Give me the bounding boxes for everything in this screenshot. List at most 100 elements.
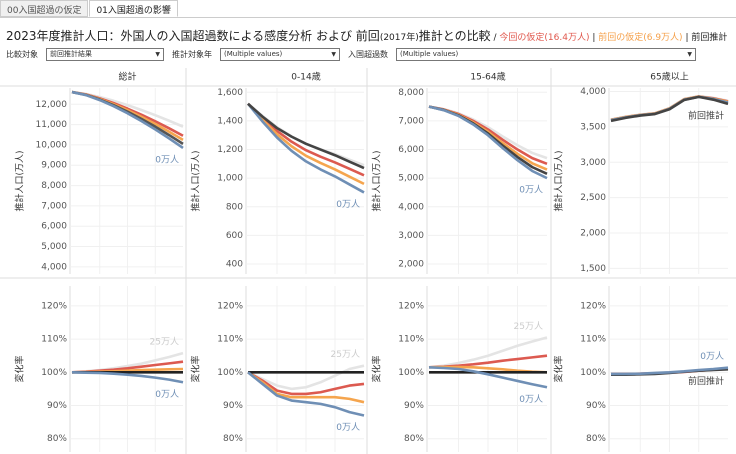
filter-dropdown[interactable]: (Multiple values) bbox=[220, 48, 340, 61]
series-annotation: 0万人 bbox=[155, 154, 179, 165]
filter-label: 入国超過数 bbox=[348, 50, 388, 59]
y-tick-label: 4,000 bbox=[41, 262, 67, 272]
y-tick-label: 110% bbox=[398, 335, 424, 345]
tab[interactable]: 01入国超過の影響 bbox=[89, 0, 178, 17]
series-line bbox=[247, 102, 365, 186]
y-tick-label: 6,000 bbox=[398, 145, 424, 155]
y-tick-label: 1,400 bbox=[217, 116, 243, 126]
title-part: 今回の仮定(16.4万人) bbox=[499, 33, 590, 43]
y-tick-label: 400 bbox=[226, 259, 243, 269]
y-tick-label: 120% bbox=[398, 301, 424, 311]
y-tick-label: 90% bbox=[47, 401, 67, 411]
dashboard-title: 2023年度推計人口：外国人の入国超過数による感度分析 および 前回(2017年… bbox=[6, 27, 727, 44]
y-tick-label: 120% bbox=[217, 301, 243, 311]
y-tick-label: 110% bbox=[580, 335, 606, 345]
y-tick-label: 5,000 bbox=[398, 174, 424, 184]
y-tick-label: 4,000 bbox=[398, 202, 424, 212]
y-axis-title: 変化率 bbox=[190, 355, 202, 382]
y-tick-label: 12,000 bbox=[36, 100, 68, 110]
series-line bbox=[428, 366, 548, 389]
y-axis-title: 推計人口(万人) bbox=[371, 150, 383, 211]
series-annotation: 25万人 bbox=[514, 321, 543, 332]
title-part: 前回推計 bbox=[691, 33, 728, 43]
panel-title: 65歳以上 bbox=[650, 71, 688, 83]
title-part: | bbox=[589, 33, 599, 43]
title-part: | bbox=[682, 33, 692, 43]
filter-label: 比較対象 bbox=[6, 50, 38, 59]
y-tick-label: 80% bbox=[223, 434, 243, 444]
y-tick-label: 2,500 bbox=[580, 193, 606, 203]
y-tick-label: 800 bbox=[226, 202, 243, 212]
series-annotation: 0万人 bbox=[519, 185, 543, 196]
y-tick-label: 80% bbox=[404, 434, 424, 444]
series-annotation: 0万人 bbox=[336, 422, 360, 433]
panel-title: 総計 bbox=[118, 71, 136, 83]
y-tick-label: 100% bbox=[41, 368, 67, 378]
series-line bbox=[247, 371, 365, 396]
y-tick-label: 1,500 bbox=[580, 264, 606, 274]
series-annotation: 0万人 bbox=[519, 394, 543, 405]
y-tick-label: 3,000 bbox=[580, 158, 606, 168]
y-tick-label: 120% bbox=[41, 301, 67, 311]
series-line bbox=[611, 366, 729, 376]
y-tick-label: 9,000 bbox=[41, 161, 67, 171]
y-tick-label: 1,200 bbox=[217, 145, 243, 155]
title-part: / bbox=[490, 33, 500, 43]
y-tick-label: 90% bbox=[404, 401, 424, 411]
y-tick-label: 11,000 bbox=[36, 120, 68, 130]
y-tick-label: 7,000 bbox=[398, 116, 424, 126]
series-annotation: 前回推計 bbox=[688, 375, 724, 387]
series-annotation: 0万人 bbox=[336, 199, 360, 210]
y-tick-label: 2,000 bbox=[580, 228, 606, 238]
filter-dropdown[interactable]: 前回推計結果 bbox=[46, 48, 164, 61]
series-line bbox=[247, 371, 365, 417]
panel-title: 15-64歳 bbox=[470, 71, 505, 83]
y-axis-title: 変化率 bbox=[14, 355, 26, 382]
y-tick-label: 8,000 bbox=[398, 88, 424, 98]
series-line bbox=[247, 102, 365, 170]
y-axis-title: 推計人口(万人) bbox=[190, 150, 202, 211]
y-tick-label: 6,000 bbox=[41, 222, 67, 232]
filter-label: 推計対象年 bbox=[172, 50, 212, 59]
series-line bbox=[247, 102, 365, 177]
series-annotation: 0万人 bbox=[700, 351, 724, 362]
y-tick-label: 8,000 bbox=[41, 181, 67, 191]
y-tick-label: 110% bbox=[41, 335, 67, 345]
filter-dropdown[interactable]: (Multiple values) bbox=[396, 48, 696, 61]
series-line bbox=[428, 336, 548, 369]
y-tick-label: 3,000 bbox=[398, 231, 424, 241]
title-part: 2023年度推計人口：外国人の入国超過数による感度分析 および 前回 bbox=[6, 29, 380, 43]
y-tick-label: 100% bbox=[398, 368, 424, 378]
y-tick-label: 120% bbox=[580, 301, 606, 311]
series-line bbox=[428, 105, 548, 180]
series-annotation: 0万人 bbox=[155, 389, 179, 400]
series-annotation: 25万人 bbox=[150, 337, 179, 348]
y-tick-label: 1,600 bbox=[217, 88, 243, 98]
y-tick-label: 90% bbox=[223, 401, 243, 411]
y-tick-label: 80% bbox=[586, 434, 606, 444]
y-tick-label: 5,000 bbox=[41, 242, 67, 252]
y-tick-label: 4,000 bbox=[580, 87, 606, 97]
y-tick-label: 80% bbox=[47, 434, 67, 444]
y-tick-label: 7,000 bbox=[41, 201, 67, 211]
series-line bbox=[610, 95, 729, 123]
y-axis-title: 変化率 bbox=[371, 355, 383, 382]
y-axis-title: 変化率 bbox=[553, 355, 565, 382]
y-tick-label: 110% bbox=[217, 335, 243, 345]
y-tick-label: 100% bbox=[580, 368, 606, 378]
panel-title: 0-14歳 bbox=[291, 71, 320, 83]
title-part: 推計との比較 bbox=[418, 29, 491, 43]
y-axis-title: 推計人口(万人) bbox=[14, 150, 26, 211]
series-line bbox=[71, 90, 184, 150]
series-annotation: 前回推計 bbox=[688, 109, 724, 121]
y-tick-label: 2,000 bbox=[398, 259, 424, 269]
y-tick-label: 100% bbox=[217, 368, 243, 378]
tab-line bbox=[0, 17, 736, 18]
y-tick-label: 600 bbox=[226, 231, 243, 241]
title-part: (2017年) bbox=[379, 33, 419, 43]
y-tick-label: 90% bbox=[586, 401, 606, 411]
tab[interactable]: 00入国超過の仮定 bbox=[0, 0, 89, 17]
y-tick-label: 1,000 bbox=[217, 174, 243, 184]
